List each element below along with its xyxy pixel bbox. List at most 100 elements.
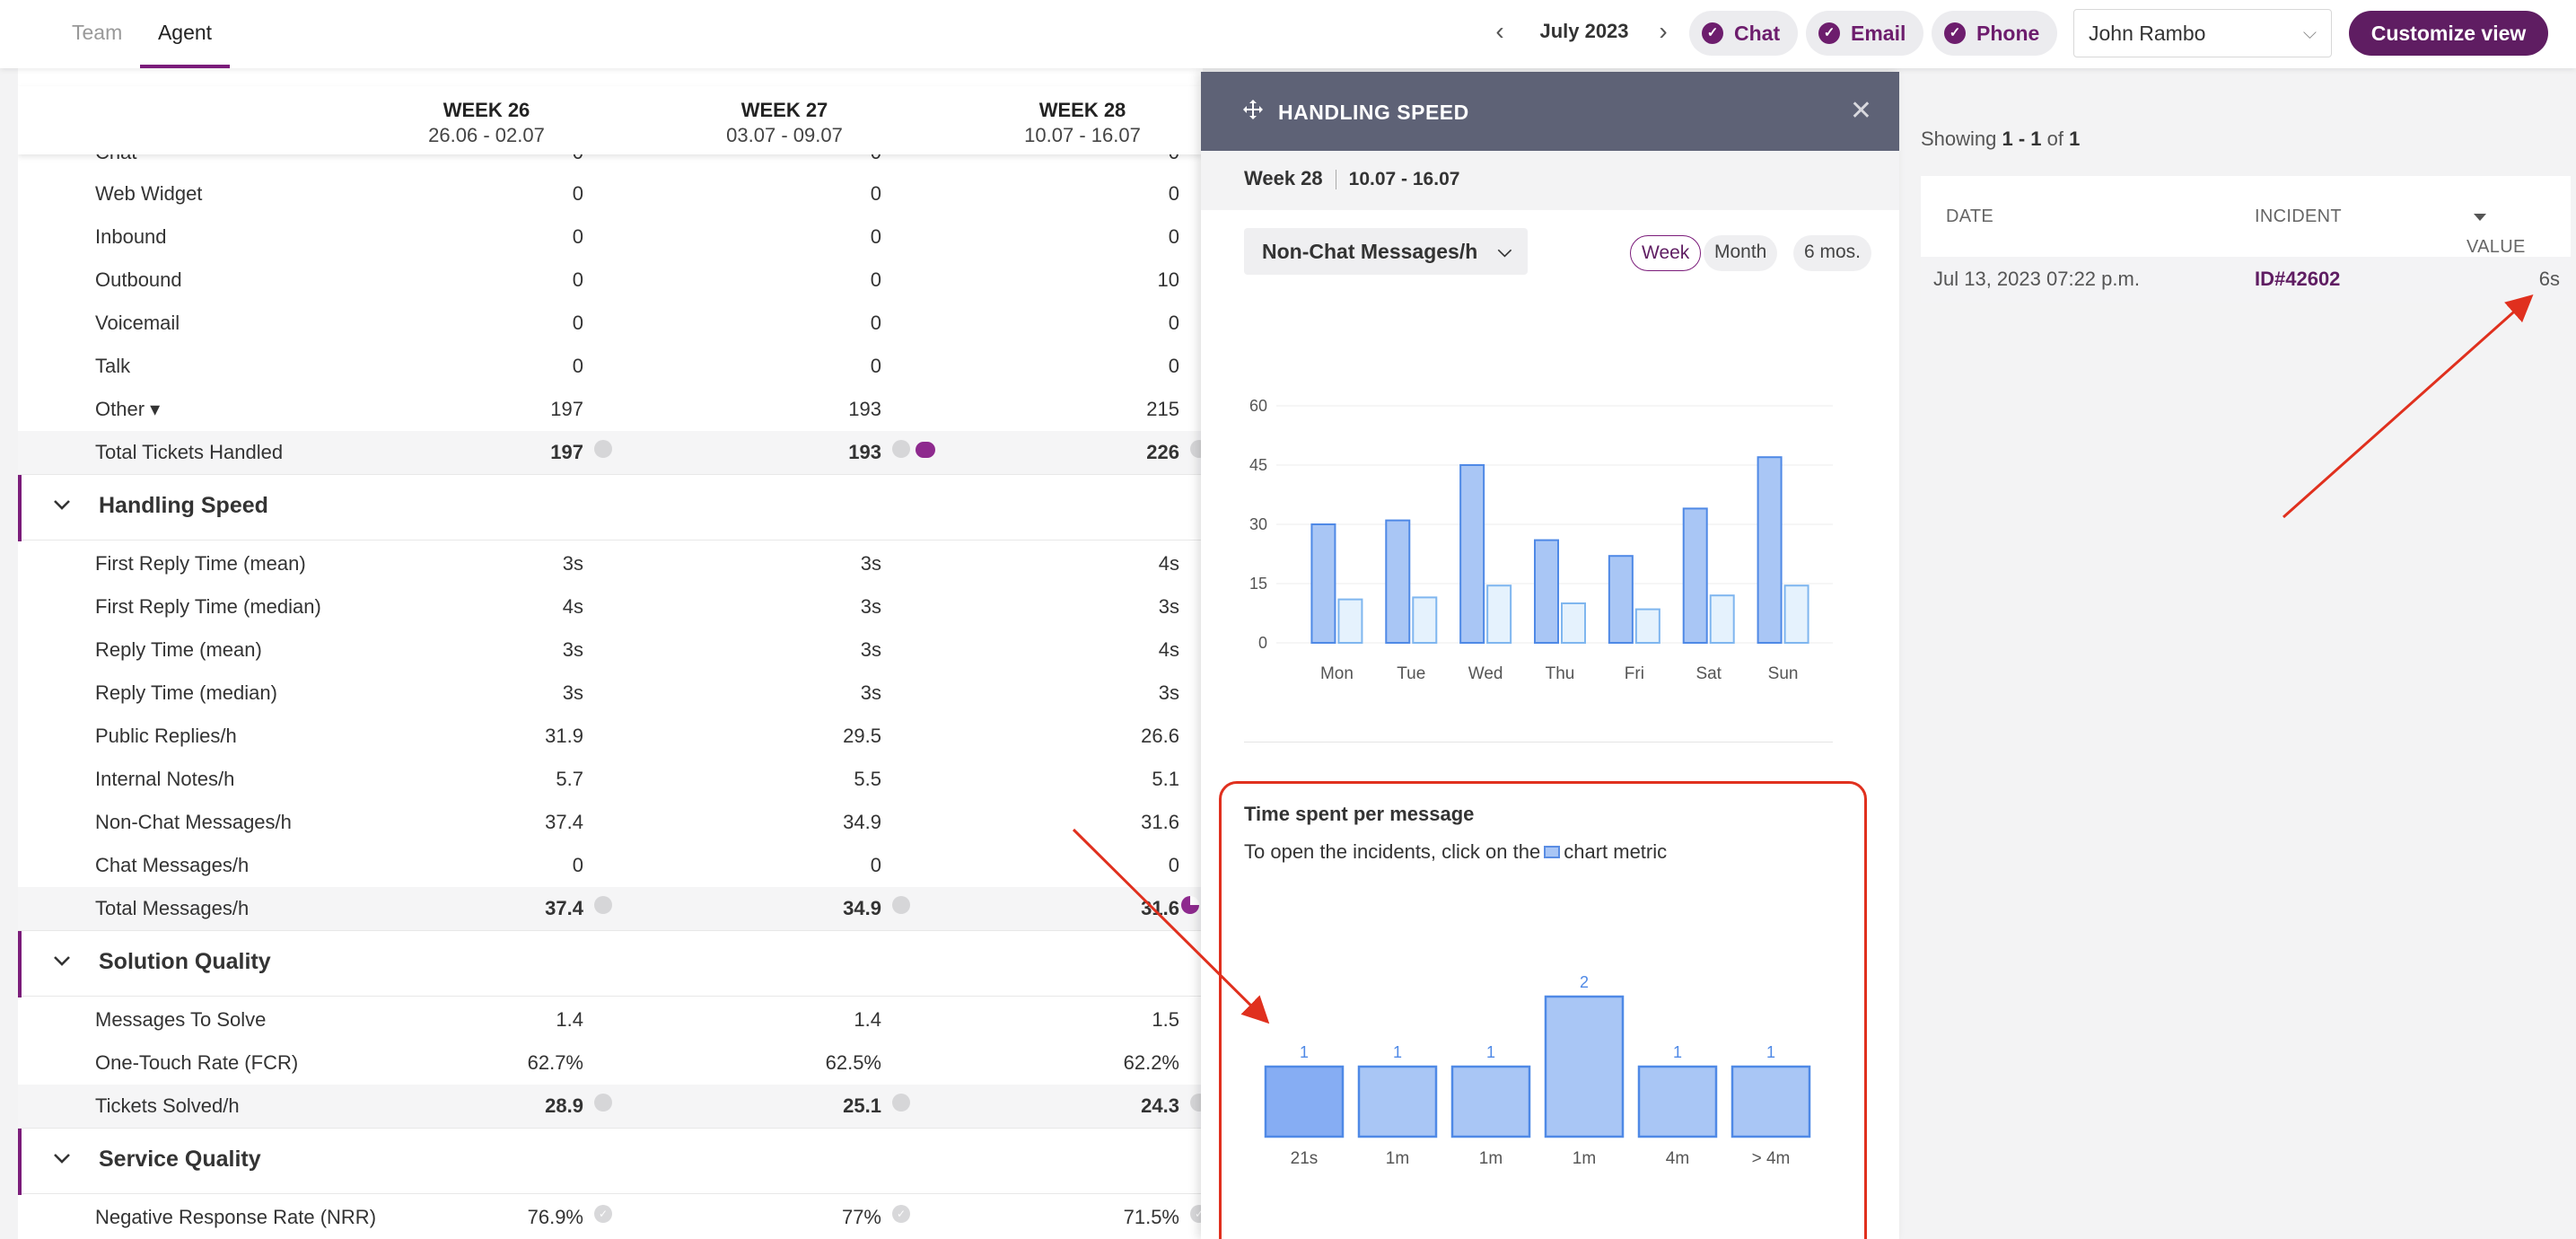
annotation-arrow — [2282, 294, 2534, 519]
check-circle-icon: ✓ — [1190, 1205, 1203, 1223]
bar-primary — [1385, 519, 1411, 644]
agent-select-value: John Rambo — [2089, 22, 2206, 45]
range-week-button[interactable]: Week — [1630, 235, 1702, 271]
close-icon[interactable]: ✕ — [1849, 96, 1872, 126]
check-circle-icon: ✓ — [892, 1205, 910, 1223]
section-title: Handling Speed — [99, 493, 268, 518]
next-month-icon[interactable]: › — [1659, 17, 1668, 45]
channel-chat-toggle[interactable]: ✓ Chat — [1689, 11, 1799, 56]
bar-secondary — [1561, 602, 1586, 644]
table-row: First Reply Time (median) 4s 3s 3s — [95, 595, 1179, 618]
bar-secondary — [1337, 598, 1363, 645]
x-tick-label: Sun — [1768, 664, 1799, 683]
bar-time-bucket — [1730, 1065, 1811, 1138]
table-row: Inbound 0 0 0 — [18, 215, 1203, 259]
sort-desc-icon — [2474, 213, 2486, 221]
comment-icon[interactable] — [916, 442, 935, 458]
customize-view-button[interactable]: Customize view — [2349, 11, 2548, 56]
row-label-other-toggle[interactable]: Other ▾ — [95, 398, 161, 420]
week-column-header[interactable]: WEEK 26 26.06 - 02.07 — [428, 99, 545, 146]
check-icon: ✓ — [1702, 22, 1723, 44]
pie-chart-icon[interactable] — [594, 1094, 612, 1112]
column-incident[interactable]: INCIDENT — [2255, 206, 2342, 226]
column-date[interactable]: DATE — [1946, 206, 1994, 226]
bar-secondary — [1783, 584, 1809, 645]
channel-phone-toggle[interactable]: ✓ Phone — [1932, 11, 2058, 56]
bar-primary — [1310, 523, 1336, 644]
table-row: One-Touch Rate (FCR) 62.7% 62.5% 62.2% — [95, 1051, 1179, 1074]
incidents-header: DATE INCIDENT VALUE — [1921, 176, 2571, 257]
pie-chart-icon[interactable] — [892, 896, 910, 914]
section-service-quality[interactable]: Service Quality — [18, 1128, 1203, 1195]
tab-agent[interactable]: Agent — [140, 0, 230, 68]
chevron-down-icon — [54, 956, 70, 966]
x-tick-label: 21s — [1291, 1149, 1319, 1168]
week-header-row: WEEK 26 26.06 - 02.07 WEEK 27 03.07 - 09.0… — [18, 86, 1203, 154]
section-title: Solution Quality — [99, 949, 271, 974]
pie-chart-icon-active[interactable] — [1181, 896, 1199, 914]
range-6mos-button[interactable]: 6 mos. — [1793, 235, 1872, 271]
y-tick-label: 15 — [1249, 575, 1267, 593]
row-label: Total Tickets Handled — [95, 441, 284, 463]
channel-label: Chat — [1734, 22, 1781, 45]
results-count: Showing 1 - 1 of 1 — [1921, 127, 2081, 150]
range-month-button[interactable]: Month — [1704, 235, 1778, 271]
incident-link[interactable]: ID#42602 — [2255, 268, 2341, 290]
table-row: Outbound 0 0 10 — [18, 259, 1203, 302]
chevron-down-icon: ⌵ — [1497, 242, 1511, 261]
bar-value-label: 1 — [1486, 1043, 1495, 1061]
bar-primary — [1682, 507, 1708, 644]
bar-secondary — [1709, 594, 1735, 645]
section-title: Service Quality — [99, 1147, 261, 1172]
table-row: Other ▾ 197 193 215 — [18, 388, 1203, 431]
pie-chart-icon[interactable] — [594, 896, 612, 914]
table-row: Voicemail 0 0 0 — [18, 302, 1203, 345]
bar-time-bucket — [1637, 1065, 1718, 1138]
agent-select[interactable]: John Rambo ⌵ — [2073, 9, 2332, 57]
table-row: Internal Notes/h 5.7 5.5 5.1 — [95, 768, 1179, 790]
bar-primary — [1757, 456, 1783, 645]
bar-value-label: 1 — [1393, 1043, 1402, 1061]
chevron-down-icon — [54, 500, 70, 510]
channel-email-toggle[interactable]: ✓ Email — [1806, 11, 1924, 56]
week-column-header[interactable]: WEEK 28 10.07 - 16.07 — [1024, 99, 1141, 146]
pie-chart-icon[interactable] — [594, 440, 612, 458]
week-column-header[interactable]: WEEK 27 03.07 - 09.07 — [726, 99, 843, 146]
top-bar: Team Agent ‹ July 2023 › ✓ Chat ✓ Email ✓ P… — [0, 0, 2576, 68]
row-label: Web Widget — [95, 182, 203, 205]
x-tick-label: Sat — [1695, 664, 1722, 683]
pie-chart-icon[interactable] — [1190, 440, 1203, 458]
bar-secondary — [1634, 608, 1660, 645]
bar-time-bucket — [1264, 1065, 1345, 1138]
table-row: Talk 0 0 0 — [18, 345, 1203, 388]
pie-chart-icon[interactable] — [892, 440, 910, 458]
bar-primary — [1608, 555, 1634, 645]
table-row-total: Total Tickets Handled 197 193 226 — [18, 431, 1203, 474]
bar-primary — [1459, 464, 1485, 644]
tab-team[interactable]: Team — [72, 21, 123, 44]
pie-chart-icon[interactable] — [892, 1094, 910, 1112]
x-tick-label: 1m — [1479, 1149, 1503, 1168]
column-value[interactable]: VALUE — [2466, 206, 2525, 257]
table-row: Negative Response Rate (NRR) 76.9% ✓ 77% ✓… — [18, 1196, 1203, 1239]
move-icon[interactable] — [1242, 99, 1264, 120]
check-icon: ✓ — [1818, 22, 1840, 44]
table-row-total: Total Messages/h 37.4 34.9 31.6 — [18, 887, 1203, 930]
bar-time-bucket — [1357, 1065, 1438, 1138]
section-handling-speed[interactable]: Handling Speed — [18, 474, 1203, 541]
table-row: Reply Time (mean) 3s 3s 4s — [95, 638, 1179, 661]
pie-chart-icon[interactable] — [1190, 1094, 1203, 1112]
table-row: Web Widget 0 0 0 — [18, 172, 1203, 215]
check-icon: ✓ — [1944, 22, 1966, 44]
table-row: Messages To Solve 1.4 1.4 1.5 — [95, 1008, 1179, 1031]
panel-title: HANDLING SPEED — [1278, 101, 1469, 124]
chart-title: Time spent per message — [1244, 803, 1475, 825]
prev-month-icon[interactable]: ‹ — [1495, 17, 1504, 45]
metric-select[interactable]: Non-Chat Messages/h ⌵ — [1244, 228, 1528, 275]
table-row: Public Replies/h 31.9 29.5 26.6 — [95, 725, 1179, 747]
panel-header: HANDLING SPEED ✕ — [1201, 72, 1899, 151]
handling-speed-panel: HANDLING SPEED ✕ Week 28 10.07 - 16.07 No… — [1201, 72, 1899, 1239]
bar-primary — [1534, 539, 1559, 645]
table-row[interactable]: Jul 13, 2023 07:22 p.m. ID#42602 6s — [1921, 257, 2571, 303]
section-solution-quality[interactable]: Solution Quality — [18, 930, 1203, 997]
